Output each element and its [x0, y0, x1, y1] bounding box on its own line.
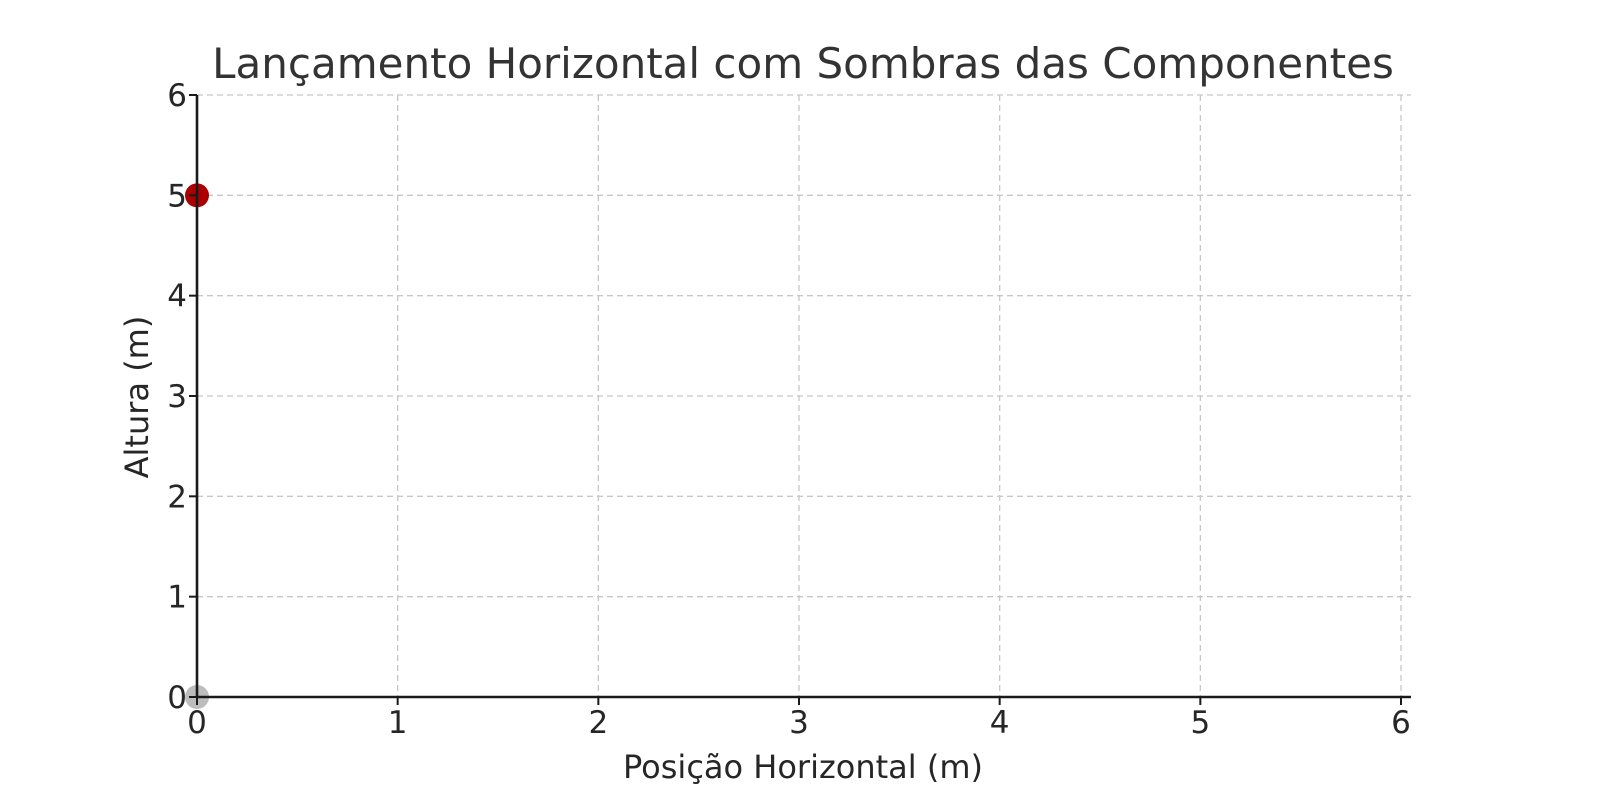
y-tick-label: 1	[167, 580, 187, 616]
y-tick-label: 0	[167, 680, 187, 716]
x-axis-ticks: 0 1 2 3 4 5 6	[187, 697, 1411, 741]
y-tick-label: 6	[167, 78, 187, 114]
grid-lines	[197, 94, 1411, 697]
y-tick-label: 3	[167, 379, 187, 415]
x-tick-label: 4	[990, 705, 1010, 741]
x-tick-label: 2	[588, 705, 608, 741]
y-tick-label: 4	[167, 279, 187, 315]
y-axis-ticks: 0 1 2 3 4 5 6	[167, 78, 197, 716]
y-tick-label: 2	[167, 479, 187, 515]
x-tick-label: 5	[1190, 705, 1210, 741]
y-tick-label: 5	[167, 178, 187, 214]
y-axis-label: Altura (m)	[118, 316, 156, 479]
x-tick-label: 6	[1391, 705, 1411, 741]
x-axis-label: Posição Horizontal (m)	[623, 748, 983, 786]
x-tick-label: 1	[388, 705, 408, 741]
chart-title: Lançamento Horizontal com Sombras das Co…	[212, 39, 1394, 88]
x-tick-label: 3	[789, 705, 809, 741]
x-tick-label: 0	[187, 705, 207, 741]
